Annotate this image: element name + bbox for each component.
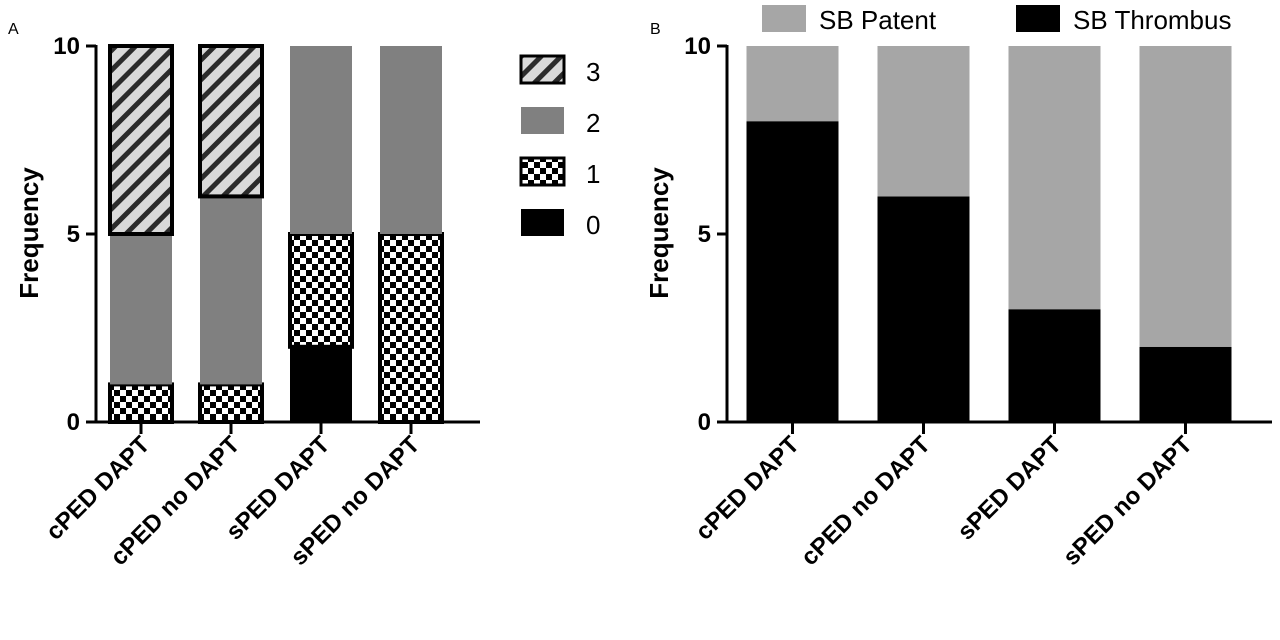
panel-a-bar-sped-dapt-series-0: [290, 346, 352, 422]
panel-b-legend-label: SB Patent: [819, 5, 937, 35]
panel-b-category-label: cPED no DAPT: [796, 431, 936, 571]
panel-a-legend-swatch-3: [519, 54, 566, 85]
panel-a-y-tick-label: 5: [67, 221, 80, 248]
panel-a-letter: A: [8, 21, 19, 38]
panel-a-bar-cped-no-dapt-series-3: [198, 44, 264, 199]
panel-a-legend-swatch-1: [519, 156, 566, 187]
panel-a-bar-cped-dapt-series-3: [108, 44, 174, 236]
panel-b-category-label: sPED DAPT: [952, 431, 1067, 546]
panel-a-legend-label: 3: [586, 57, 600, 87]
panel-a-bar-cped-no-dapt-series-1: [198, 382, 264, 424]
panel-b-letter: B: [650, 21, 661, 38]
panel-b-bar-sped-no-dapt-series-sb-thrombus: [1139, 346, 1232, 422]
panel-a-bar-cped-dapt-series-1: [108, 382, 174, 424]
panel-b-legend-swatch-sb-patent: [762, 5, 806, 32]
panel-a-bar-sped-no-dapt-series-2: [380, 46, 442, 234]
panel-b-y-axis-label: Frequency: [644, 167, 674, 299]
panel-b-bar-cped-no-dapt-series-sb-thrombus: [877, 196, 970, 422]
panel-a-legend-label: 2: [586, 108, 600, 138]
panel-b-bars: [746, 46, 1232, 422]
panel-a-y-tick-label: 10: [53, 33, 80, 60]
panel-a-bar-sped-dapt-series-2: [290, 46, 352, 234]
panel-b-bar-cped-dapt-series-sb-thrombus: [746, 121, 839, 422]
panel-b-legend-label: SB Thrombus: [1073, 5, 1231, 35]
panel-a-bar-sped-dapt-series-1: [288, 232, 354, 349]
panel-b-bar-sped-no-dapt-series-sb-patent: [1139, 46, 1232, 347]
panel-b-y-tick-label: 10: [684, 33, 711, 60]
panel-a-legend: 3 2 1 0: [519, 54, 600, 240]
panel-b-bar-sped-dapt-series-sb-patent: [1008, 46, 1101, 310]
panel-a-legend-label: 1: [586, 159, 600, 189]
panel-b-y-tick-label: 5: [698, 221, 711, 248]
panel-a-legend-label: 0: [586, 210, 600, 240]
panel-a-legend-swatch-2: [521, 107, 564, 134]
panel-a-bars: [108, 44, 444, 424]
panel-b-y-tick-label: 0: [698, 409, 711, 436]
panel-a-y-axis-label: Frequency: [14, 167, 44, 299]
panel-a-bar-cped-dapt-series-2: [110, 234, 172, 385]
panel-b-legend-swatch-sb-thrombus: [1016, 5, 1060, 32]
panel-a-legend-swatch-0: [521, 209, 564, 236]
panel-a-y-tick-label: 0: [67, 409, 80, 436]
panel-a-bar-cped-no-dapt-series-2: [200, 196, 262, 385]
panel-b-bar-cped-dapt-series-sb-patent: [746, 46, 839, 122]
panel-a-bar-sped-no-dapt-series-1: [378, 232, 444, 424]
panel-b-category-label: cPED DAPT: [690, 431, 805, 546]
panel-b-bar-cped-no-dapt-series-sb-patent: [877, 46, 970, 197]
panel-b-legend: SB Patent SB Thrombus: [762, 5, 1231, 35]
panel-b-category-label: sPED no DAPT: [1058, 431, 1198, 571]
panel-b-bar-sped-dapt-series-sb-thrombus: [1008, 309, 1101, 422]
